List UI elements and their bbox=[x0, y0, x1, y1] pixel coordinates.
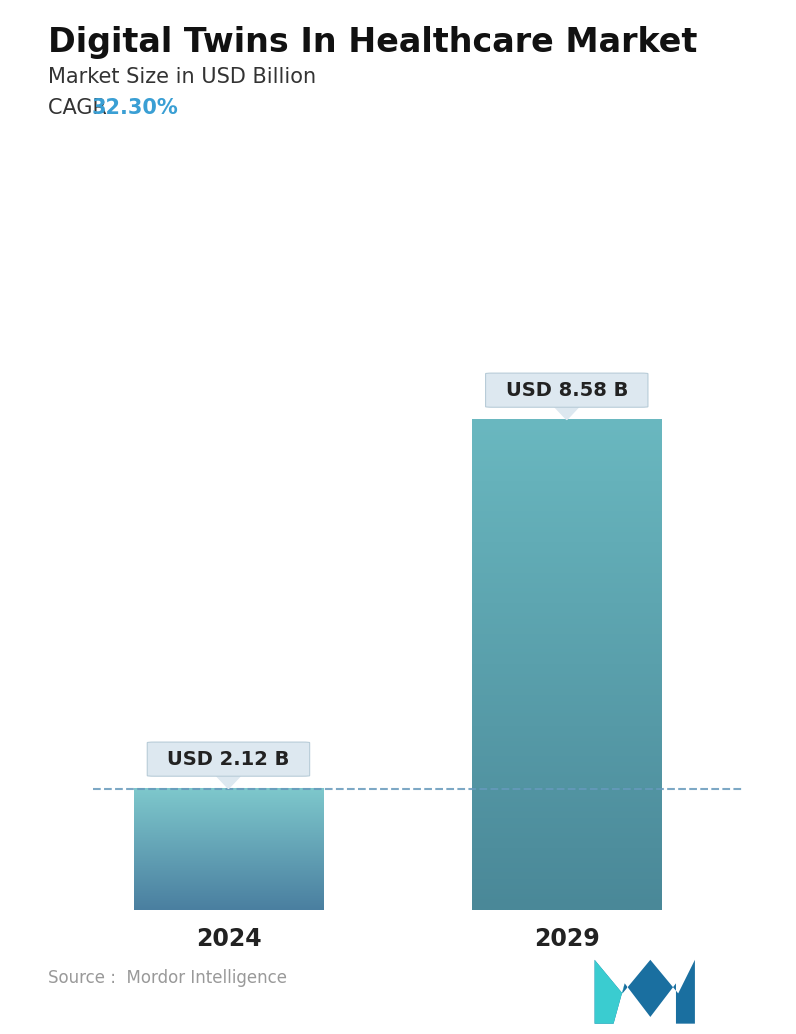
Text: Market Size in USD Billion: Market Size in USD Billion bbox=[48, 67, 316, 87]
Polygon shape bbox=[595, 960, 695, 1024]
FancyBboxPatch shape bbox=[147, 742, 310, 777]
Polygon shape bbox=[595, 960, 625, 1024]
FancyBboxPatch shape bbox=[486, 373, 648, 407]
Text: USD 2.12 B: USD 2.12 B bbox=[167, 750, 290, 768]
Polygon shape bbox=[217, 776, 240, 789]
Text: CAGR: CAGR bbox=[48, 98, 113, 118]
Text: Source :  Mordor Intelligence: Source : Mordor Intelligence bbox=[48, 970, 287, 987]
Polygon shape bbox=[555, 406, 579, 420]
Text: USD 8.58 B: USD 8.58 B bbox=[505, 381, 628, 400]
Text: 32.30%: 32.30% bbox=[92, 98, 178, 118]
Text: Digital Twins In Healthcare Market: Digital Twins In Healthcare Market bbox=[48, 26, 697, 59]
